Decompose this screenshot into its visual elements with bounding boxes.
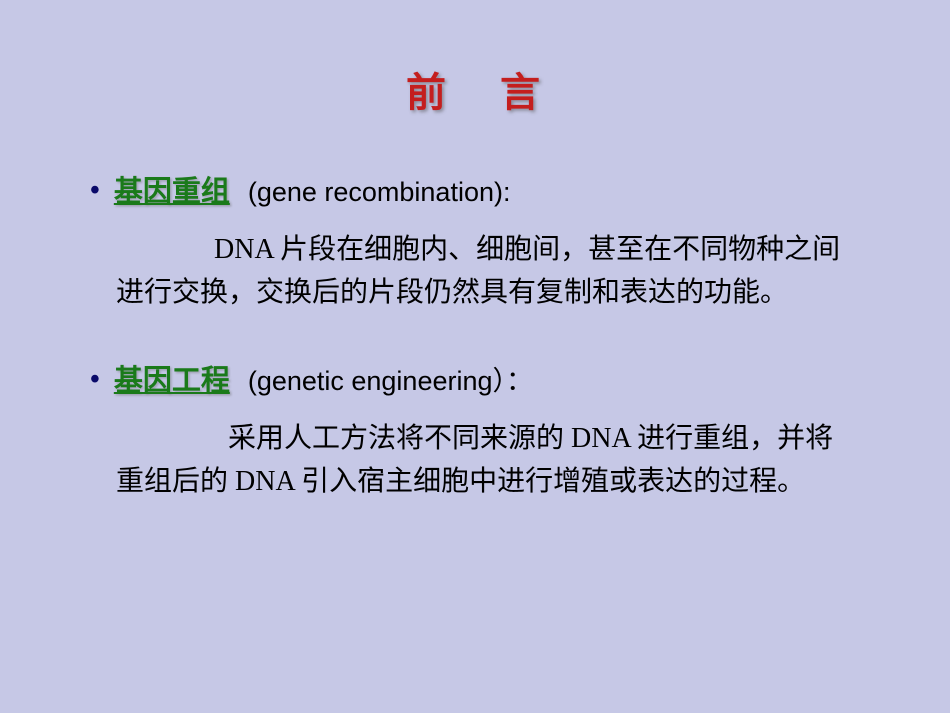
bullet-dot-icon: • <box>90 366 100 394</box>
slide-container: 前言 • 基因重组 (gene recombination): DNA 片段在细… <box>0 0 950 713</box>
slide-title: 前言 <box>90 60 860 118</box>
term-english-2: (genetic engineering）： <box>248 359 533 398</box>
term-english-1: (gene recombination): <box>248 177 511 208</box>
bullet-item-2: • 基因工程 (genetic engineering）： 采用人工方法将不同来… <box>90 357 860 504</box>
bullet-item-1: • 基因重组 (gene recombination): DNA 片段在细胞内、… <box>90 168 860 315</box>
title-char2: 言 <box>500 71 544 115</box>
title-char1: 前 <box>406 71 450 115</box>
bullet-header-1: • 基因重组 (gene recombination): <box>90 168 860 210</box>
description-1: DNA 片段在细胞内、细胞间，甚至在不同物种之间进行交换，交换后的片段仍然具有复… <box>116 228 860 315</box>
bullet-dot-icon: • <box>90 177 100 205</box>
term-2: 基因工程 <box>114 357 230 399</box>
description-2: 采用人工方法将不同来源的 DNA 进行重组，并将重组后的 DNA 引入宿主细胞中… <box>116 417 860 504</box>
term-1: 基因重组 <box>114 168 230 210</box>
bullet-header-2: • 基因工程 (genetic engineering）： <box>90 357 860 399</box>
